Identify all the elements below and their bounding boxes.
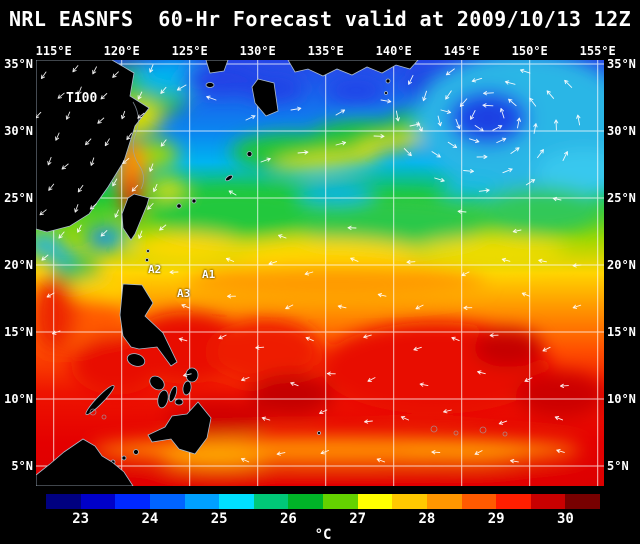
lon-label: 140°E [375,44,412,58]
colorbar-tick: 26 [279,511,297,527]
colorbar-segment [323,494,358,509]
sst-anomaly-blobs [36,60,604,486]
colorbar-unit-label: °C [314,527,332,543]
lat-label: 25°N [607,191,636,205]
lon-label: 155°E [579,44,616,58]
colorbar-segment [426,494,462,509]
colorbar-segment [149,494,185,509]
lat-label: 15°N [607,325,636,339]
map-annotation-a2: A2 [148,263,162,276]
lat-label: 20°N [4,258,33,272]
lat-label: 30°N [607,124,636,138]
lat-label: 30°N [4,124,33,138]
wind-arrows [36,64,582,464]
map-annotation-t100: T100 [66,91,98,106]
colorbar-tick: 27 [349,511,367,527]
lon-label: 120°E [103,44,140,58]
colorbar-tick: 25 [210,511,228,527]
colorbar-segment [80,494,116,509]
lon-label: 115°E [35,44,72,58]
lat-label: 5°N [11,459,33,473]
lat-label: 10°N [4,392,33,406]
colorbar-tick: 30 [556,511,574,527]
lat-label: 10°N [607,392,636,406]
colorbar-segment [46,494,81,509]
colorbar-segment [357,494,393,509]
lat-label: 5°N [607,459,629,473]
lat-label: 35°N [4,57,33,71]
colorbar-segment [461,494,497,509]
lon-label: 125°E [171,44,208,58]
colorbar-segment [530,494,566,509]
lat-label: 35°N [607,57,636,71]
lat-label: 20°N [607,258,636,272]
lon-label: 135°E [307,44,344,58]
colorbar-segment [184,494,220,509]
colorbar-segment [392,494,427,509]
page-title: NRL EASNFS 60-Hr Forecast valid at 2009/… [8,7,632,31]
forecast-map: T100 A2 A1 A3 [36,60,604,486]
colorbar-tick: 24 [141,511,159,527]
colorbar-ticks: 23 24 25 26 27 28 29 30 [46,511,600,527]
lat-label: 15°N [4,325,33,339]
colorbar-segment [565,494,600,509]
map-annotation-a1: A1 [202,268,216,281]
colorbar [46,494,600,509]
colorbar-segment [253,494,289,509]
colorbar-tick: 28 [418,511,436,527]
sst-map-svg [36,60,604,486]
lon-label: 150°E [511,44,548,58]
colorbar-tick: 23 [72,511,90,527]
colorbar-segment [288,494,323,509]
map-annotation-a3: A3 [177,287,191,300]
colorbar-segment [219,494,254,509]
lon-axis: 115°E 120°E 125°E 130°E 135°E 140°E 145°E 150°E… [0,44,640,58]
land-masses [36,60,419,486]
lon-label: 145°E [443,44,480,58]
lon-label: 130°E [239,44,276,58]
colorbar-segment [496,494,531,509]
lat-label: 25°N [4,191,33,205]
colorbar-tick: 29 [487,511,505,527]
colorbar-segment [115,494,150,509]
